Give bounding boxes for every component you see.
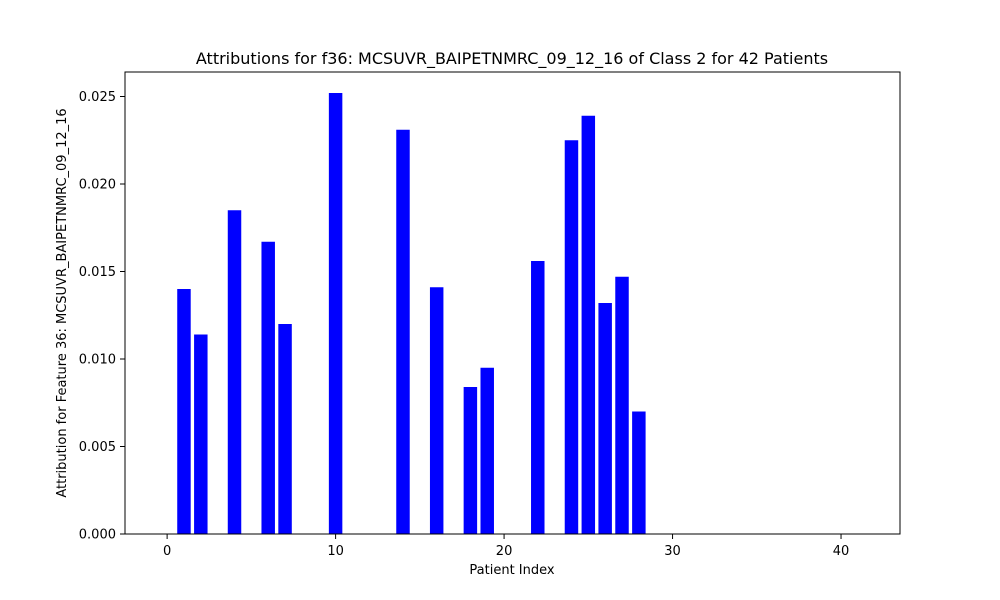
bar [480, 367, 494, 534]
x-axis-label: Patient Index [469, 563, 554, 578]
bar [564, 140, 579, 534]
bar [278, 324, 292, 534]
y-axis-label: Attribution for Feature 36: MCSUVR_BAIPE… [55, 108, 70, 497]
bar [194, 334, 208, 534]
y-tick-label: 0.000 [79, 528, 116, 543]
bar [581, 115, 596, 534]
bar [463, 387, 478, 534]
plot-frame [124, 71, 901, 535]
y-tick-label: 0.010 [79, 353, 116, 368]
bar [396, 129, 410, 534]
y-tick-label: 0.005 [79, 440, 116, 455]
y-tick-label: 0.020 [79, 178, 116, 193]
bar [227, 210, 242, 534]
bar [615, 276, 629, 534]
chart-title: Attributions for f36: MCSUVR_BAIPETNMRC_… [196, 49, 828, 69]
bar [632, 411, 646, 534]
x-tick-label: 40 [833, 544, 850, 559]
x-tick-label: 30 [664, 544, 681, 559]
bars-group [177, 93, 646, 534]
bar [429, 287, 444, 534]
x-tick-label: 0 [163, 544, 171, 559]
x-tick-label: 10 [327, 544, 344, 559]
x-tick-label: 20 [496, 544, 513, 559]
bar [261, 241, 275, 534]
bar [531, 261, 545, 534]
bar [328, 93, 343, 534]
x-axis-ticks: 0 10 20 30 40 [163, 534, 849, 559]
y-tick-label: 0.025 [79, 90, 116, 105]
y-axis-ticks: 0.000 0.005 0.010 0.015 0.020 0.025 [79, 90, 125, 543]
bar [598, 303, 612, 534]
bar [177, 289, 191, 534]
y-tick-label: 0.015 [79, 265, 116, 280]
